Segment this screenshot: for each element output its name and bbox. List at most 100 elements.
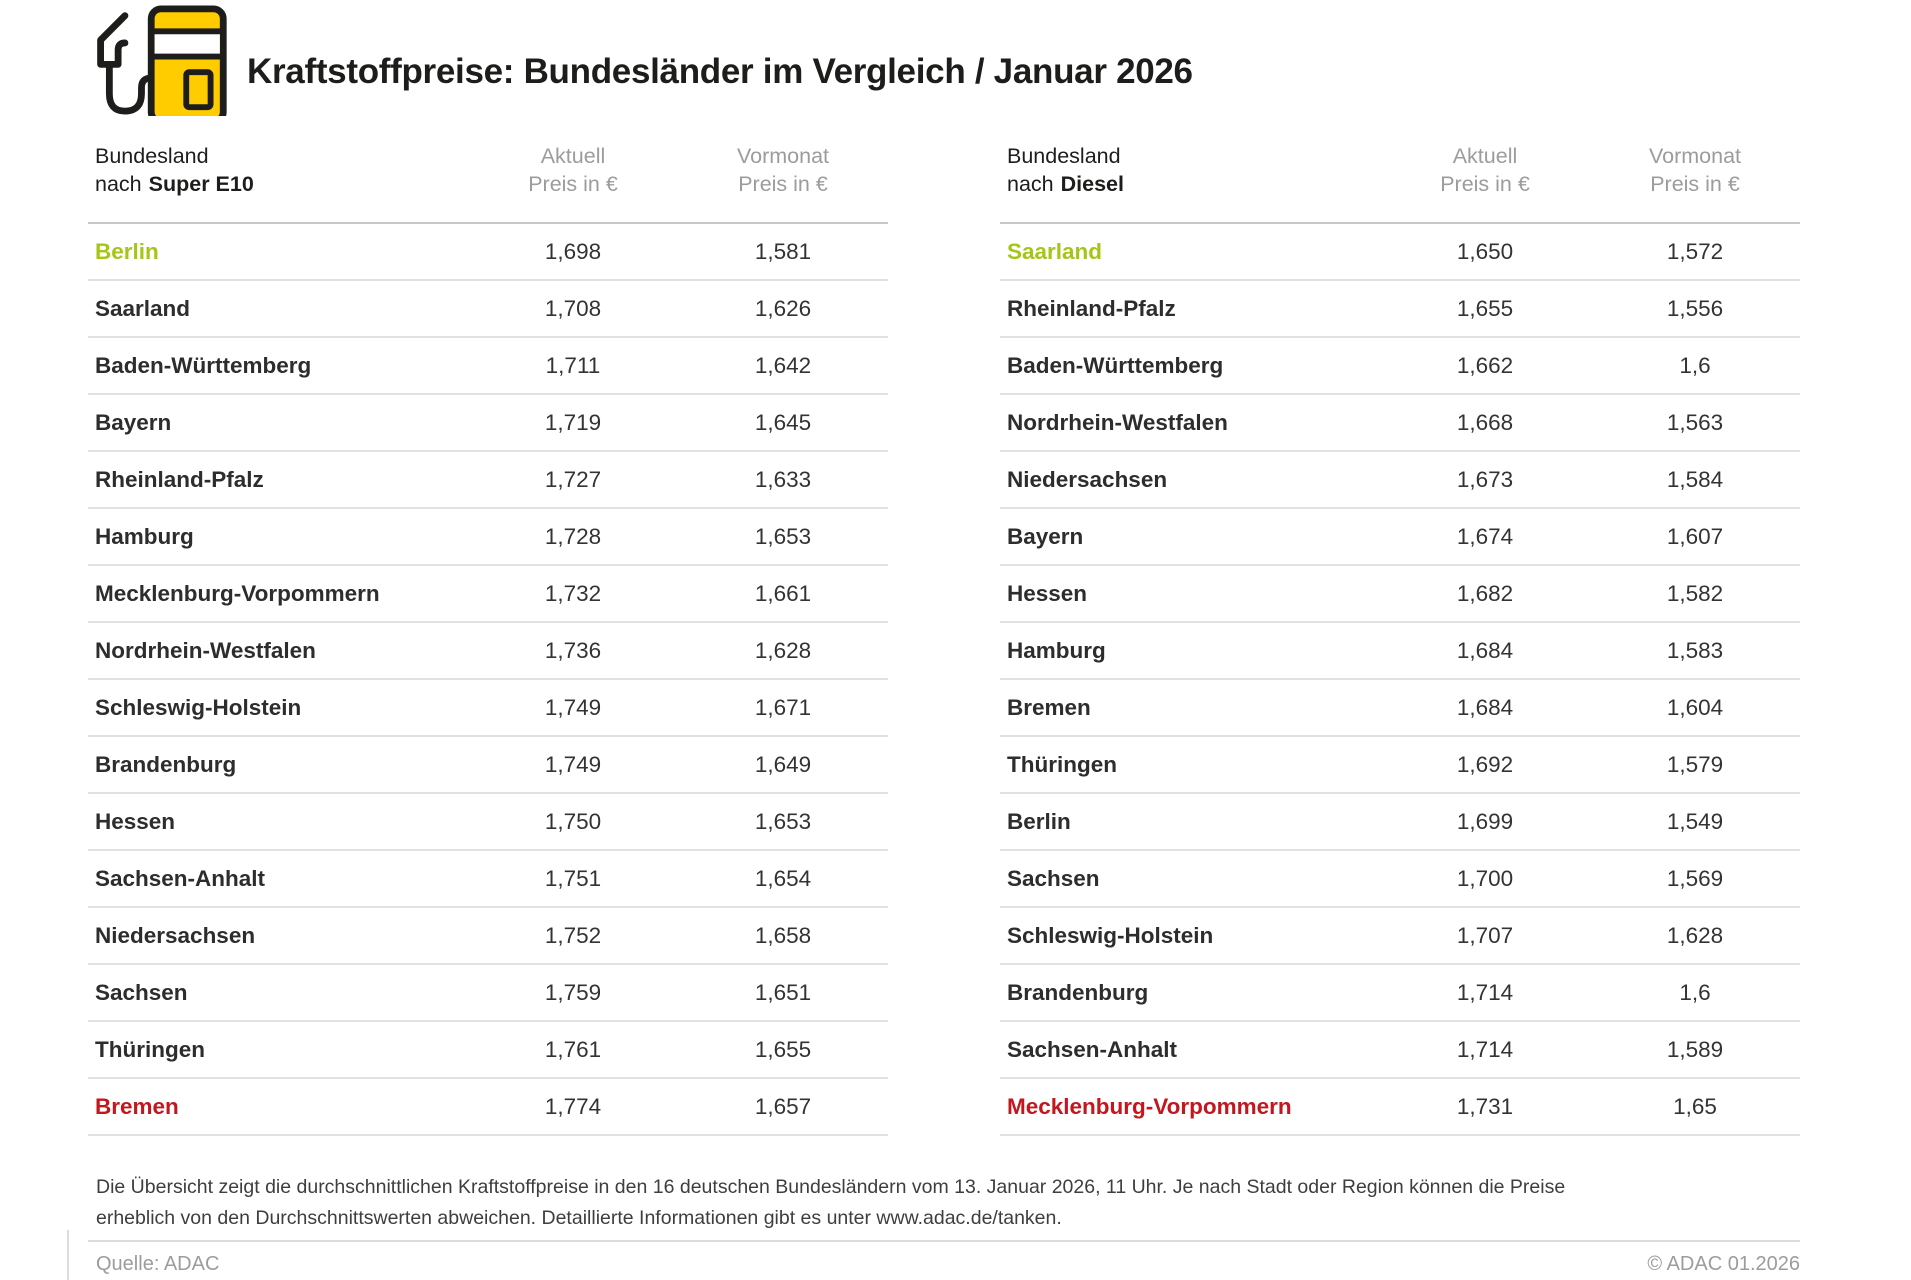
current-price: 1,759 [544,979,602,1005]
table-row: Sachsen-Anhalt 1,714 1,589 [1000,1022,1800,1079]
previous-price: 1,607 [1666,523,1724,549]
state-name: Bayern [1007,523,1084,549]
current-price: 1,719 [544,409,602,435]
state-name: Mecklenburg-Vorpommern [95,580,380,606]
table-row: Brandenburg 1,714 1,6 [1000,965,1800,1022]
table-row: Saarland 1,650 1,572 [1000,224,1800,281]
table-body: Saarland 1,650 1,572 Rheinland-Pfalz 1,655 1,… [1000,224,1800,1136]
table-row: Schleswig-Holstein 1,749 1,671 [88,680,888,737]
state-name: Sachsen [95,979,188,1005]
table-row: Mecklenburg-Vorpommern 1,732 1,661 [88,566,888,623]
previous-price: 1,572 [1666,238,1724,264]
state-name: Mecklenburg-Vorpommern [1007,1093,1292,1119]
current-price: 1,749 [544,694,602,720]
current-price: 1,684 [1456,694,1514,720]
state-name: Baden-Württemberg [95,352,312,378]
previous-price: 1,658 [754,922,812,948]
current-price: 1,751 [544,865,602,891]
current-price: 1,700 [1456,865,1514,891]
table-row: Sachsen 1,759 1,651 [88,965,888,1022]
previous-price: 1,6 [1679,979,1711,1005]
column-header-state: Bundesland nach Diesel [1007,144,1124,196]
current-price: 1,749 [544,751,602,777]
table-row: Saarland 1,708 1,626 [88,281,888,338]
column-header-current: Aktuell Preis in € [1440,144,1530,196]
previous-price: 1,569 [1666,865,1724,891]
left-edge-tick [67,1230,69,1280]
table-row: Bayern 1,719 1,645 [88,395,888,452]
column-header-previous: Vormonat Preis in € [1648,144,1742,196]
state-name: Nordrhein-Westfalen [95,637,316,663]
footnote-text: Die Übersicht zeigt die durchschnittlich… [96,1175,1566,1230]
current-price: 1,727 [544,466,602,492]
previous-price: 1,583 [1666,637,1724,663]
state-name: Hamburg [95,523,194,549]
table-body: Berlin 1,698 1,581 Saarland 1,708 1,626 Baden-… [88,224,888,1136]
state-name: Niedersachsen [95,922,256,948]
previous-price: 1,653 [754,523,812,549]
state-name: Hessen [95,808,176,834]
table-row: Mecklenburg-Vorpommern 1,731 1,65 [1000,1079,1800,1136]
table-row: Hamburg 1,684 1,583 [1000,623,1800,680]
table-row: Niedersachsen 1,752 1,658 [88,908,888,965]
current-price: 1,774 [544,1093,602,1119]
table-row: Hamburg 1,728 1,653 [88,509,888,566]
previous-price: 1,628 [1666,922,1724,948]
table-row: Schleswig-Holstein 1,707 1,628 [1000,908,1800,965]
table-super-e10: Bundesland nach Super E10 Aktuell Preis i… [88,140,888,1136]
previous-price: 1,671 [754,694,812,720]
table-header: Bundesland nach Diesel Aktuell Preis in €… [1000,140,1800,224]
previous-price: 1,589 [1666,1036,1724,1062]
previous-price: 1,582 [1666,580,1724,606]
state-name: Thüringen [95,1036,205,1062]
table-row: Berlin 1,699 1,549 [1000,794,1800,851]
state-name: Berlin [95,238,159,264]
state-name: Bayern [95,409,172,435]
state-name: Saarland [95,295,191,321]
copyright-label: © ADAC 01.2026 [1647,1253,1800,1275]
state-name: Saarland [1007,238,1103,264]
previous-price: 1,654 [754,865,812,891]
previous-price: 1,6 [1679,352,1711,378]
previous-price: 1,645 [754,409,812,435]
current-price: 1,752 [544,922,602,948]
table-row: Niedersachsen 1,673 1,584 [1000,452,1800,509]
table-row: Bayern 1,674 1,607 [1000,509,1800,566]
current-price: 1,707 [1456,922,1514,948]
table-row: Bremen 1,684 1,604 [1000,680,1800,737]
state-name: Sachsen [1007,865,1100,891]
state-name: Schleswig-Holstein [95,694,302,720]
current-price: 1,668 [1456,409,1514,435]
state-name: Brandenburg [95,751,237,777]
current-price: 1,655 [1456,295,1514,321]
state-name: Brandenburg [1007,979,1149,1005]
current-price: 1,750 [544,808,602,834]
current-price: 1,732 [544,580,602,606]
current-price: 1,662 [1456,352,1514,378]
current-price: 1,674 [1456,523,1514,549]
table-row: Hessen 1,682 1,582 [1000,566,1800,623]
state-name: Berlin [1007,808,1071,834]
state-name: Hamburg [1007,637,1106,663]
state-name: Rheinland-Pfalz [95,466,264,492]
current-price: 1,699 [1456,808,1514,834]
state-name: Thüringen [1007,751,1117,777]
state-name: Hessen [1007,580,1088,606]
table-row: Berlin 1,698 1,581 [88,224,888,281]
previous-price: 1,604 [1666,694,1724,720]
page-title: Kraftstoffpreise: Bundesländer im Vergle… [247,52,1193,91]
column-header-state: Bundesland nach Super E10 [95,144,254,196]
current-price: 1,692 [1456,751,1514,777]
table-row: Bremen 1,774 1,657 [88,1079,888,1136]
source-label: Quelle: ADAC [96,1253,220,1275]
table-row: Rheinland-Pfalz 1,655 1,556 [1000,281,1800,338]
previous-price: 1,653 [754,808,812,834]
table-header: Bundesland nach Super E10 Aktuell Preis i… [88,140,888,224]
previous-price: 1,651 [754,979,812,1005]
state-name: Schleswig-Holstein [1007,922,1214,948]
previous-price: 1,581 [754,238,812,264]
state-name: Bremen [1007,694,1091,720]
previous-price: 1,626 [754,295,812,321]
state-name: Sachsen-Anhalt [95,865,266,891]
previous-price: 1,549 [1666,808,1724,834]
